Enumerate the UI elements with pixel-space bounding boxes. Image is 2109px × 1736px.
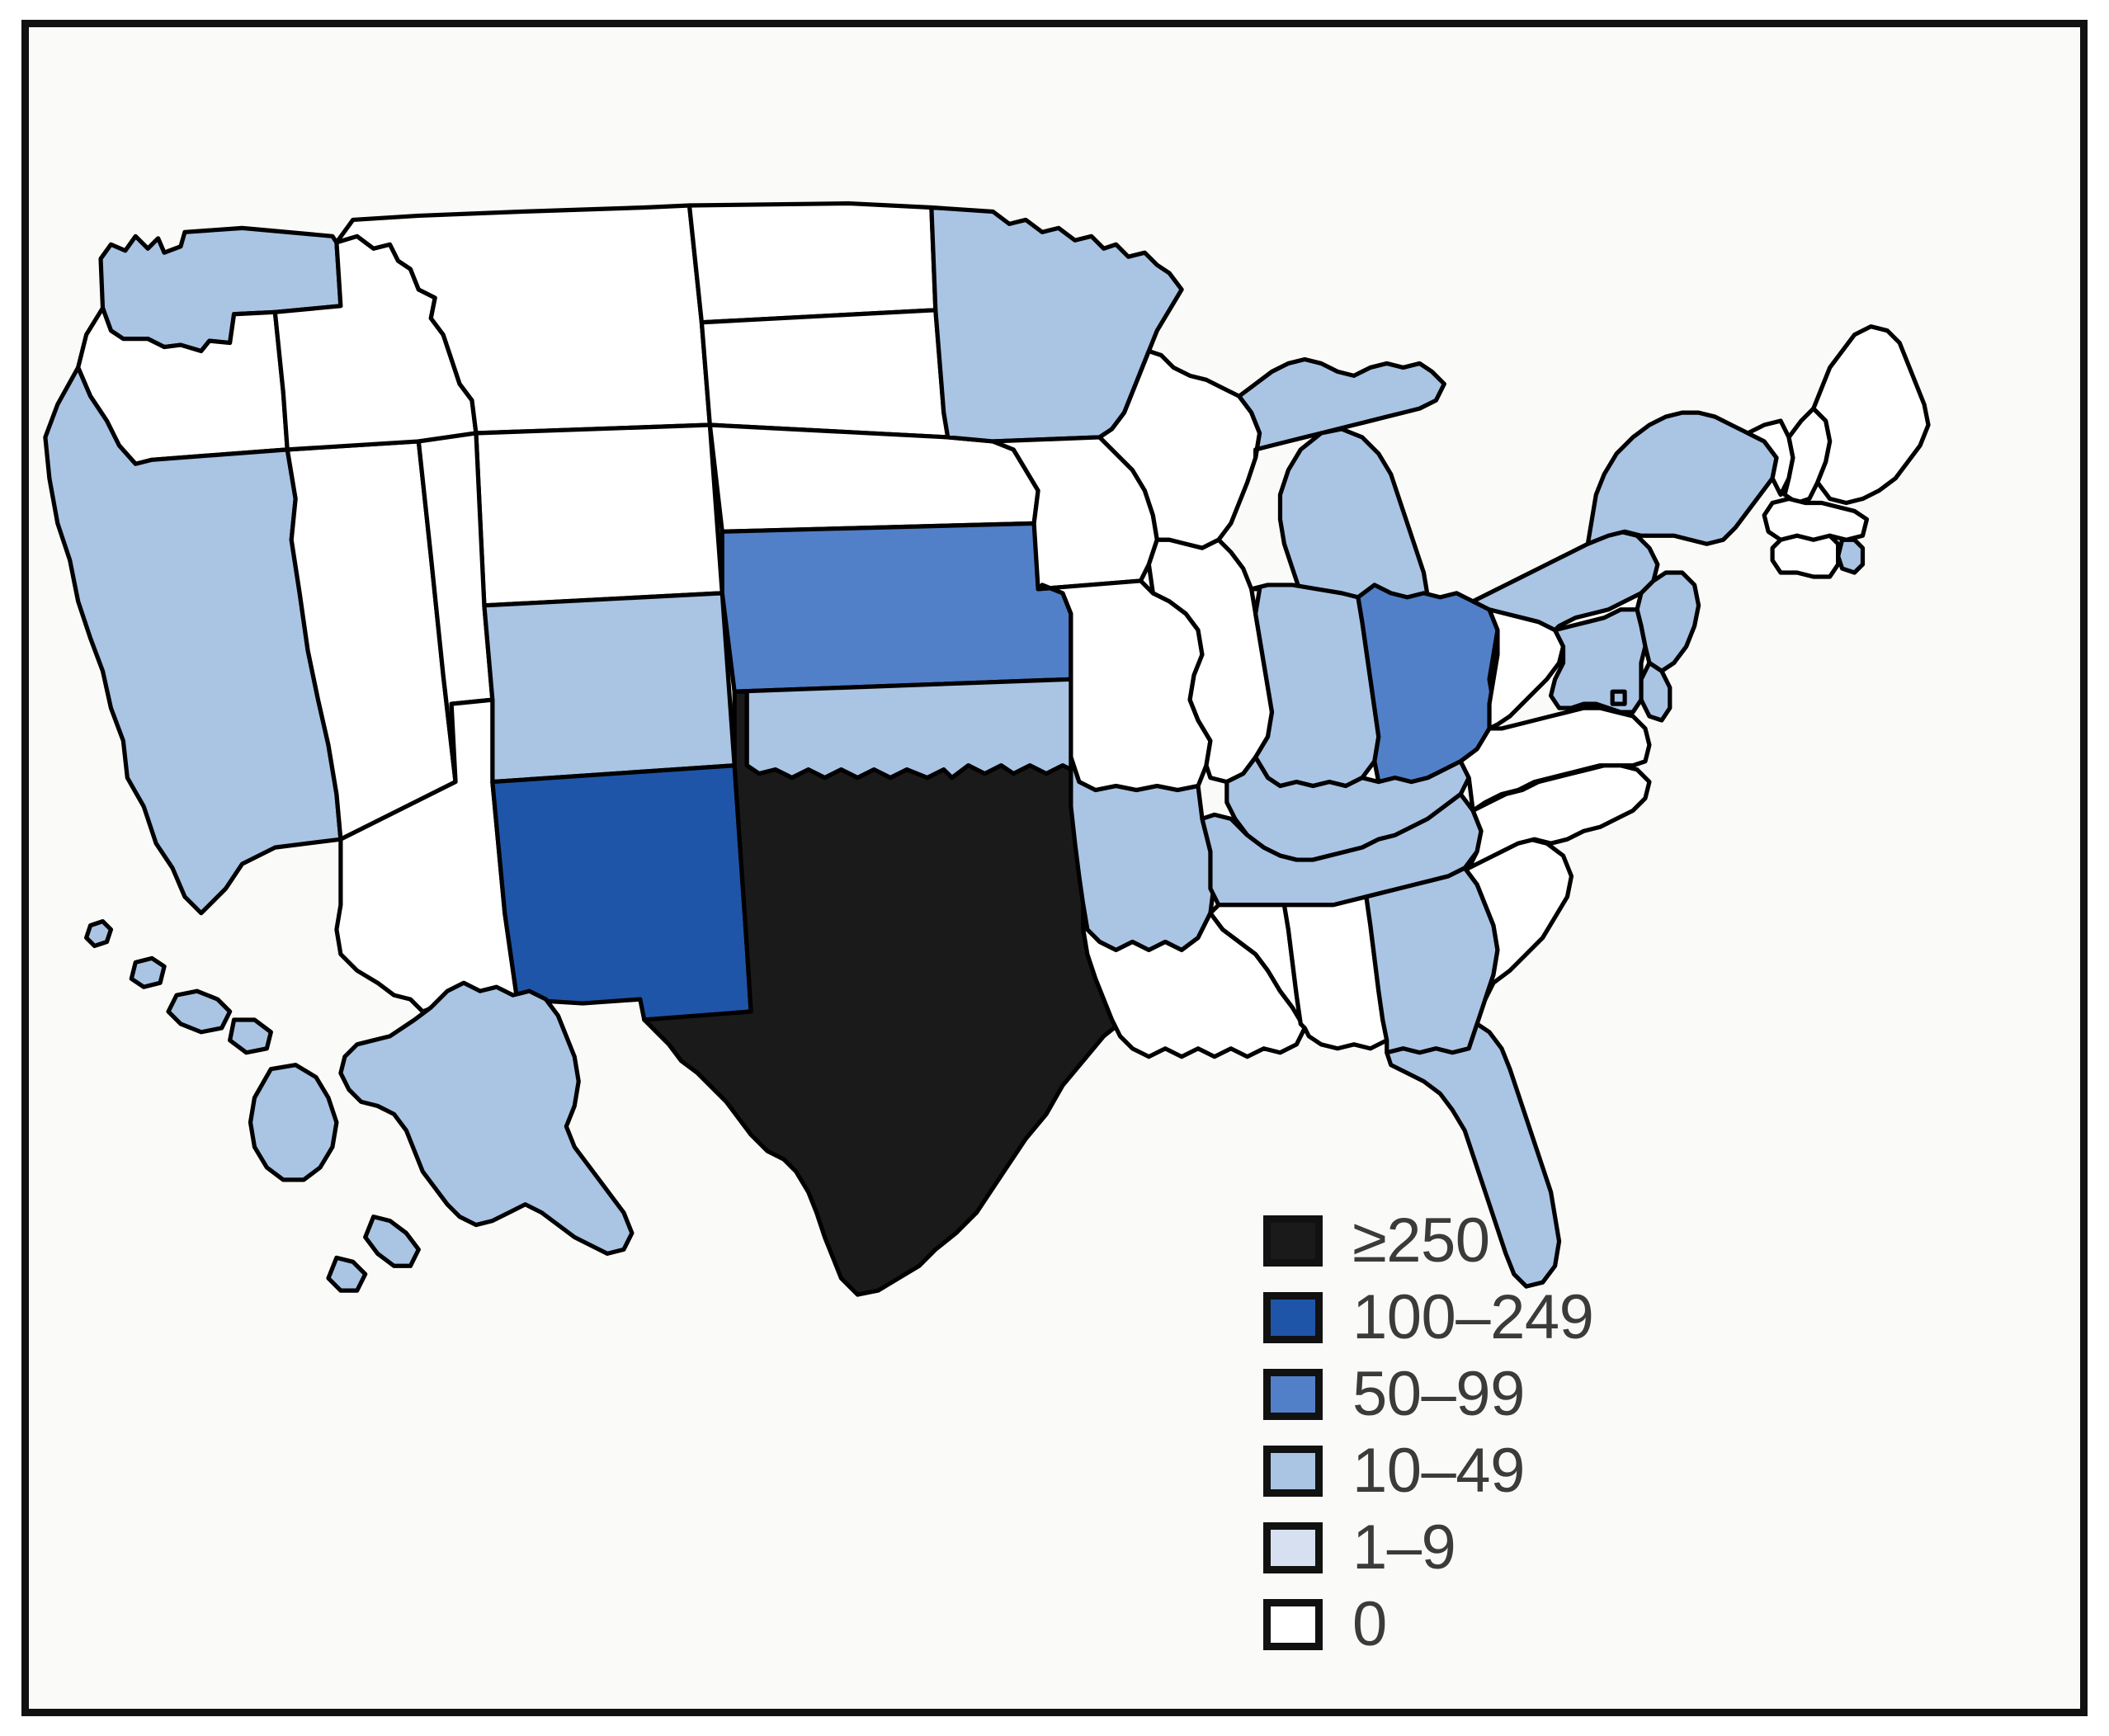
us-map-svg <box>29 27 2080 1709</box>
state-maine[interactable] <box>1814 327 1928 503</box>
legend-label-1: 100–249 <box>1352 1282 1594 1352</box>
legend-label-3: 10–49 <box>1352 1436 1525 1506</box>
state-south-dakota[interactable] <box>701 310 947 437</box>
state-kansas[interactable] <box>722 523 1071 691</box>
state-indiana[interactable] <box>1252 585 1379 786</box>
legend-label-0: ≥250 <box>1352 1205 1490 1276</box>
state-colorado[interactable] <box>484 593 734 782</box>
state-rhode-island[interactable] <box>1838 540 1863 573</box>
legend-label-5: 0 <box>1352 1589 1387 1659</box>
state-connecticut[interactable] <box>1772 535 1838 577</box>
state-maryland[interactable] <box>1551 610 1645 712</box>
state-district-of-columbia[interactable] <box>1612 691 1625 704</box>
state-alabama[interactable] <box>1284 897 1386 1049</box>
state-new-mexico[interactable] <box>493 766 751 1020</box>
state-alaska[interactable] <box>328 983 632 1290</box>
legend-swatch-5 <box>1263 1599 1323 1650</box>
state-pennsylvania[interactable] <box>1473 531 1658 630</box>
state-delaware[interactable] <box>1641 663 1670 720</box>
state-montana[interactable] <box>337 205 710 433</box>
legend-swatch-3 <box>1263 1446 1323 1497</box>
figure-frame: ≥250 100–249 50–99 10–49 1–9 0 <box>21 20 2088 1716</box>
state-massachusetts[interactable] <box>1764 499 1866 540</box>
legend-row-3[interactable]: 10–49 <box>1263 1439 1725 1503</box>
legend-row-4[interactable]: 1–9 <box>1263 1516 1725 1580</box>
state-wyoming[interactable] <box>476 425 722 606</box>
state-california[interactable] <box>45 367 341 913</box>
legend-row-2[interactable]: 50–99 <box>1263 1362 1725 1427</box>
legend-swatch-1 <box>1263 1292 1323 1343</box>
state-north-dakota[interactable] <box>689 204 935 323</box>
legend: ≥250 100–249 50–99 10–49 1–9 0 <box>1263 1209 1725 1657</box>
state-oklahoma[interactable] <box>734 679 1124 777</box>
states-layer <box>45 204 1928 1295</box>
state-georgia[interactable] <box>1366 868 1498 1053</box>
state-hawaii[interactable] <box>87 922 337 1180</box>
state-florida[interactable] <box>1387 1024 1559 1286</box>
us-map <box>29 27 2080 1709</box>
state-virginia[interactable] <box>1460 708 1649 810</box>
legend-label-2: 50–99 <box>1352 1359 1525 1429</box>
legend-swatch-0 <box>1263 1215 1323 1267</box>
legend-label-4: 1–9 <box>1352 1512 1456 1583</box>
legend-swatch-4 <box>1263 1522 1323 1573</box>
legend-row-0[interactable]: ≥250 <box>1263 1209 1725 1273</box>
state-new-jersey[interactable] <box>1637 573 1699 671</box>
legend-row-1[interactable]: 100–249 <box>1263 1285 1725 1350</box>
legend-row-5[interactable]: 0 <box>1263 1592 1725 1657</box>
state-louisiana[interactable] <box>1083 905 1305 1057</box>
legend-swatch-2 <box>1263 1369 1323 1420</box>
